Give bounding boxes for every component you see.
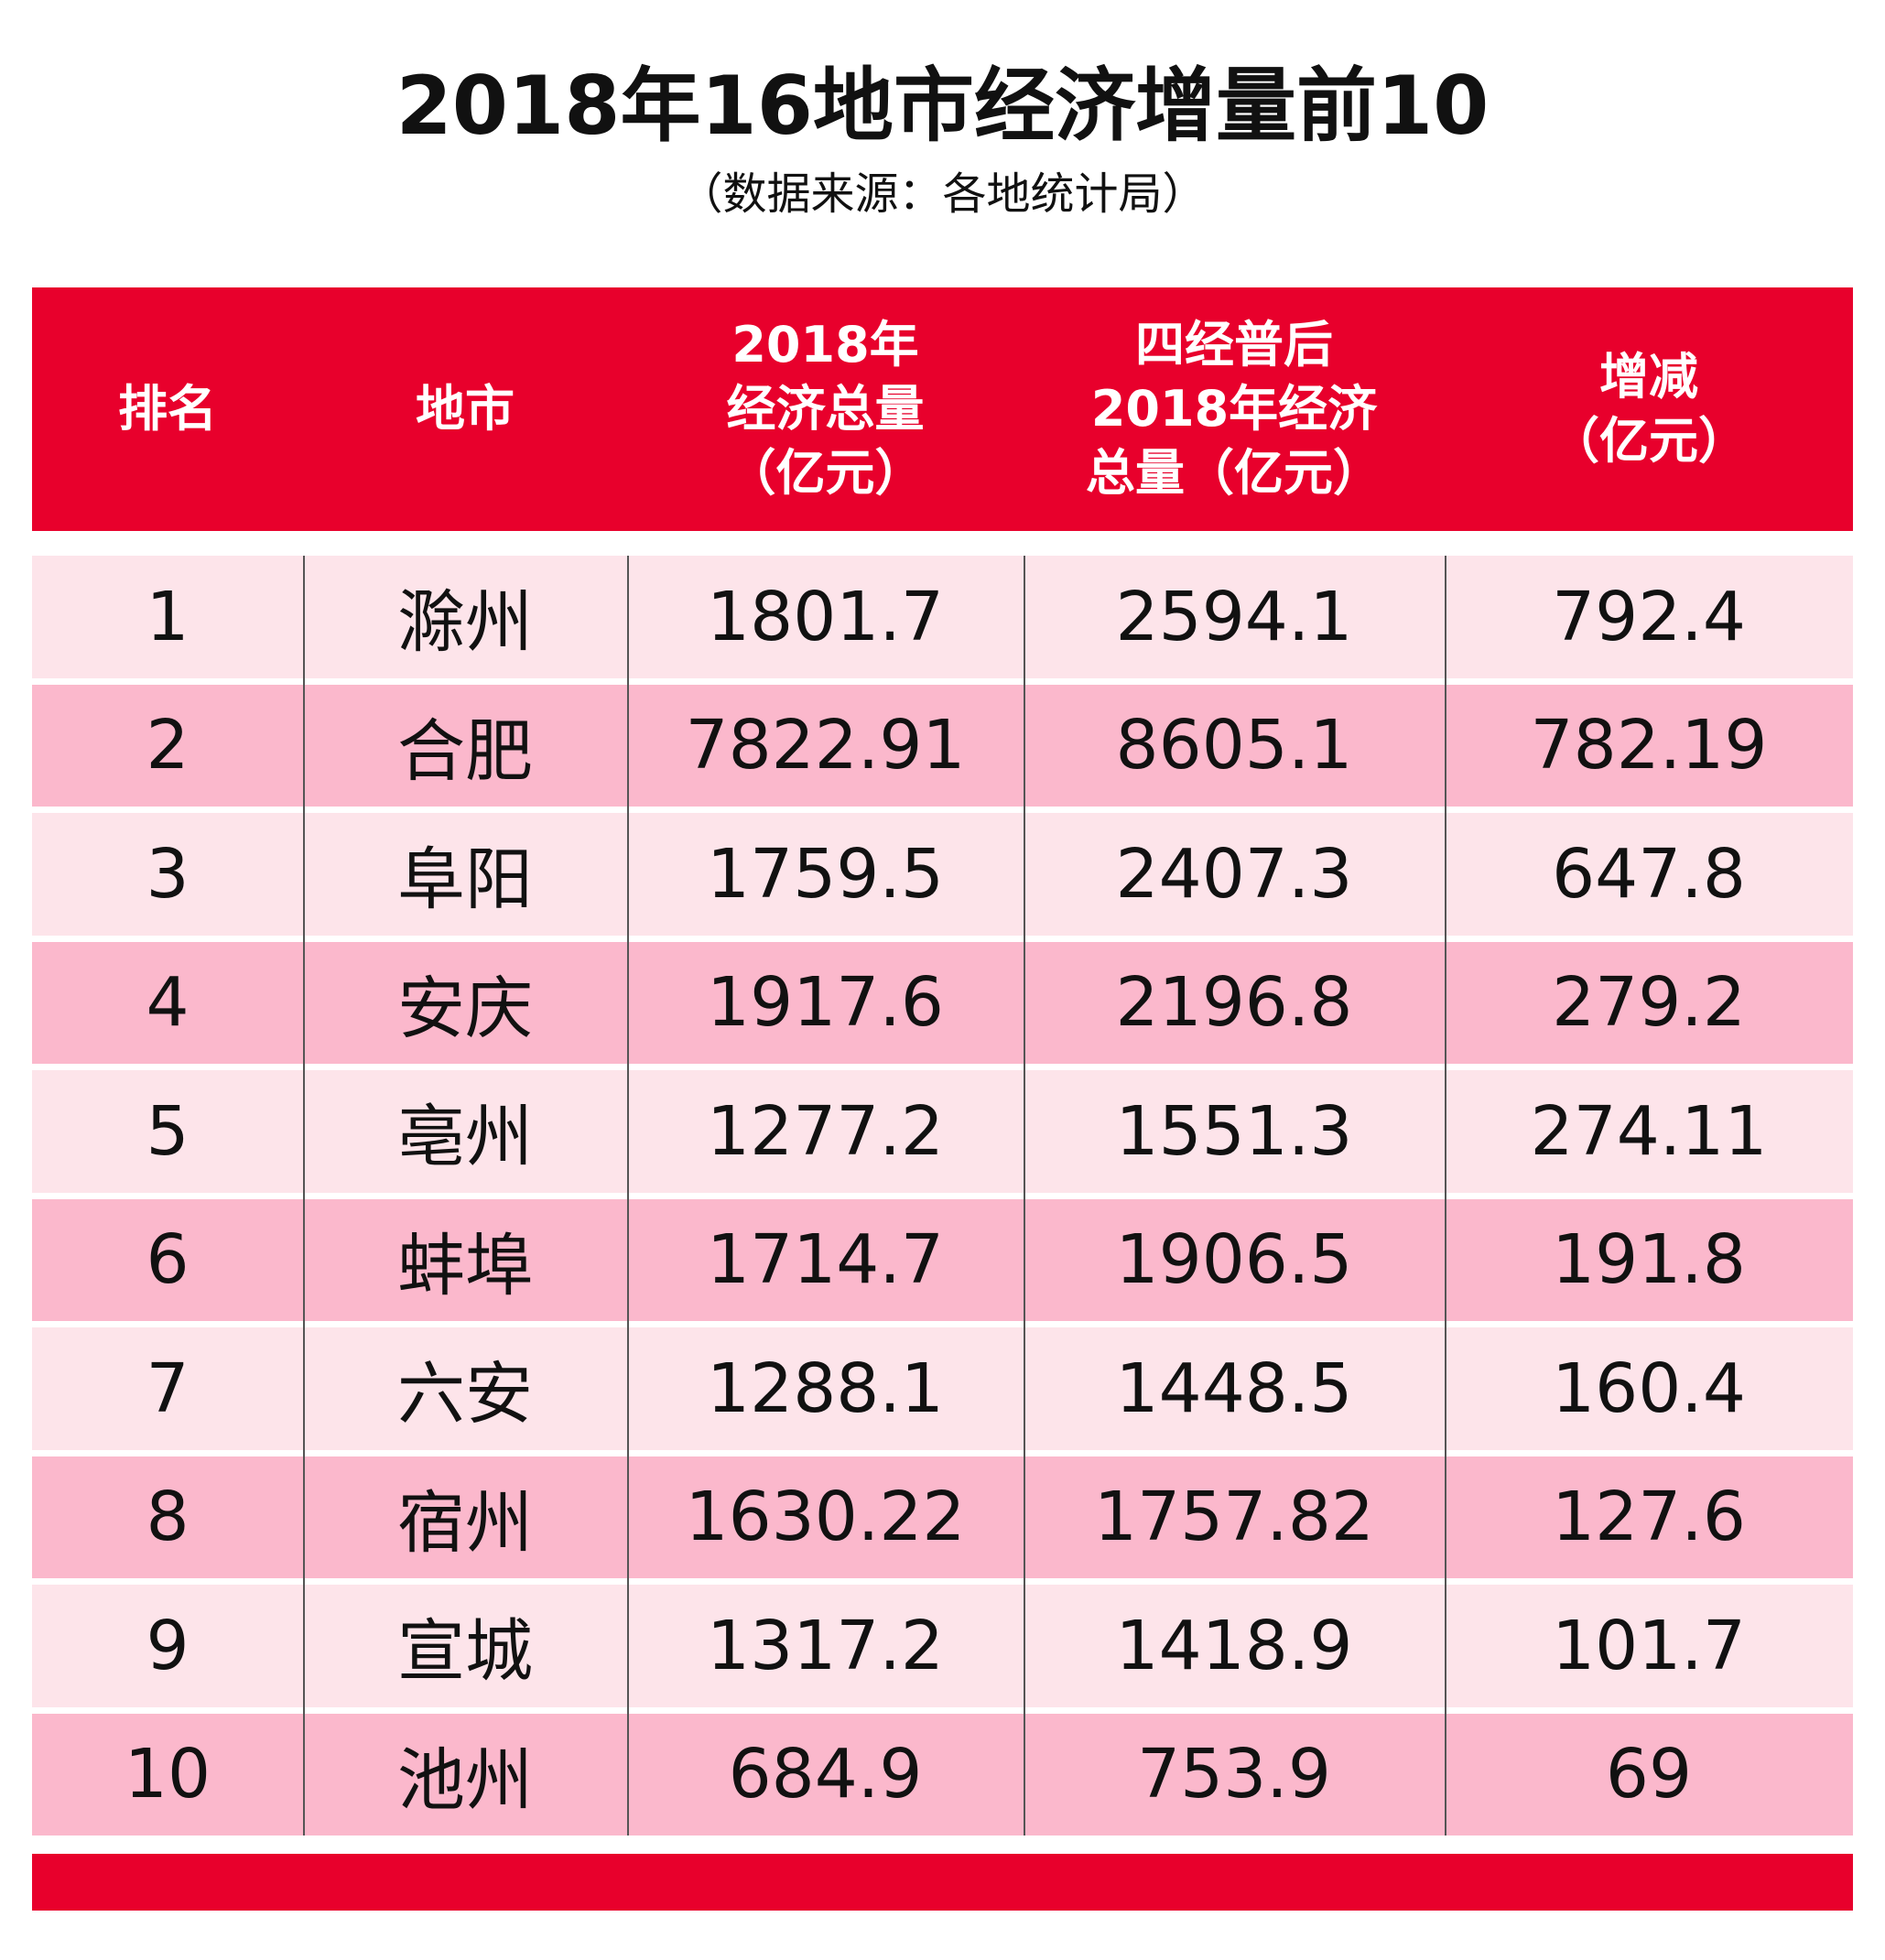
column-divider — [627, 556, 629, 1835]
table-cell: 6 — [146, 1220, 190, 1300]
table-cell: 9 — [146, 1606, 190, 1685]
table-cell: 5 — [146, 1091, 190, 1171]
table-row: 1 滁州 1801.7 2594.1 792.4 — [32, 556, 1853, 678]
table-cell: 六安 — [397, 1355, 533, 1435]
column-divider — [303, 556, 305, 1835]
header-line: 经济总量 — [726, 380, 925, 438]
table-cell: 1448.5 — [1115, 1348, 1353, 1428]
table-footer-bar — [32, 1854, 1853, 1911]
title: 2018年16地市经济增量前10 — [395, 59, 1490, 153]
table-cell: 7 — [146, 1348, 190, 1428]
table-cell: 1630.22 — [685, 1478, 966, 1557]
table-cell: 1418.9 — [1115, 1606, 1353, 1685]
table-cell: 1551.3 — [1115, 1091, 1353, 1171]
header-cell: 排名 — [32, 287, 303, 531]
header-line: 2018年经济 — [1090, 380, 1378, 438]
table-cell: 647.8 — [1552, 834, 1746, 914]
table-cell: 101.7 — [1552, 1606, 1746, 1685]
header-line: 四经普后 — [1135, 316, 1333, 374]
table-cell: 1757.82 — [1093, 1478, 1374, 1557]
table-row: 4 安庆 1917.6 2196.8 279.2 — [32, 941, 1853, 1064]
table-cell: 7822.91 — [685, 706, 966, 785]
table-cell: 69 — [1605, 1735, 1693, 1814]
table-cell: 4 — [146, 963, 190, 1043]
header-line: 增减 — [1599, 348, 1698, 406]
subtitle: （数据来源：各地统计局） — [678, 168, 1207, 220]
table-row: 8 宿州 1630.22 1757.82 127.6 — [32, 1456, 1853, 1578]
column-divider — [1024, 556, 1025, 1835]
table-cell: 宿州 — [397, 1483, 533, 1563]
table-cell: 阜阳 — [397, 840, 533, 920]
table-cell: 160.4 — [1552, 1348, 1746, 1428]
header-cell: 2018年经济总量 （亿元） — [627, 287, 1024, 531]
table-row: 2 合肥 7822.91 8605.1 782.19 — [32, 684, 1853, 807]
table-cell: 1 — [146, 577, 190, 656]
table-cell: 1317.2 — [707, 1606, 944, 1685]
header-line: （亿元） — [1550, 412, 1748, 470]
header-line: 排名 — [118, 380, 217, 438]
table-cell: 安庆 — [397, 969, 533, 1048]
table-cell: 2407.3 — [1115, 834, 1353, 914]
table-cell: 127.6 — [1552, 1478, 1746, 1557]
table-cell: 2196.8 — [1115, 963, 1353, 1043]
table-row: 10 池州 684.9 753.9 69 — [32, 1713, 1853, 1835]
table-cell: 1288.1 — [707, 1348, 944, 1428]
table-cell: 宣城 — [397, 1612, 533, 1692]
table-cell: 亳州 — [397, 1098, 533, 1177]
table-cell: 274.11 — [1530, 1091, 1768, 1171]
table-cell: 1906.5 — [1115, 1220, 1353, 1300]
table-cell: 10 — [124, 1735, 211, 1814]
table-cell: 191.8 — [1552, 1220, 1746, 1300]
table-row: 5 亳州 1277.2 1551.3 274.11 — [32, 1070, 1853, 1193]
header-cell: 增减 （亿元） — [1445, 287, 1853, 531]
table-cell: 279.2 — [1552, 963, 1746, 1043]
table-cell: 1277.2 — [707, 1091, 944, 1171]
table-cell: 8605.1 — [1115, 706, 1353, 785]
table-cell: 合肥 — [397, 711, 533, 791]
table-cell: 792.4 — [1552, 577, 1746, 656]
table-cell: 1917.6 — [707, 963, 944, 1043]
table-cell: 滁州 — [397, 583, 533, 663]
table-cell: 池州 — [397, 1740, 533, 1820]
table-cell: 1759.5 — [707, 834, 944, 914]
table-cell: 684.9 — [728, 1735, 923, 1814]
column-divider — [1445, 556, 1446, 1835]
table-cell: 782.19 — [1530, 706, 1768, 785]
table-cell: 1801.7 — [707, 577, 944, 656]
table-cell: 2594.1 — [1115, 577, 1353, 656]
table-row: 6 蚌埠 1714.7 1906.5 191.8 — [32, 1198, 1853, 1321]
header-line: 2018年 — [731, 316, 919, 374]
table-cell: 3 — [146, 834, 190, 914]
table-cell: 蚌埠 — [397, 1226, 533, 1305]
table-row: 9 宣城 1317.2 1418.9 101.7 — [32, 1585, 1853, 1707]
header-line: 总量（亿元） — [1086, 444, 1382, 502]
table-row: 7 六安 1288.1 1448.5 160.4 — [32, 1327, 1853, 1450]
header-line: （亿元） — [726, 444, 925, 502]
header-cell: 四经普后 2018年经济 总量（亿元） — [1024, 287, 1445, 531]
table-cell: 753.9 — [1137, 1735, 1331, 1814]
header-cell: 地市 — [303, 287, 627, 531]
table-row: 3 阜阳 1759.5 2407.3 647.8 — [32, 813, 1853, 936]
table-cell: 1714.7 — [707, 1220, 944, 1300]
table-header: 排名 地市 2018年 经济总量 （亿元） 四经普后 2018年经济 总量（亿元） 增减 （亿元） — [32, 287, 1853, 531]
header-line: 地市 — [416, 380, 515, 438]
table-cell: 2 — [146, 706, 190, 785]
table-cell: 8 — [146, 1478, 190, 1557]
